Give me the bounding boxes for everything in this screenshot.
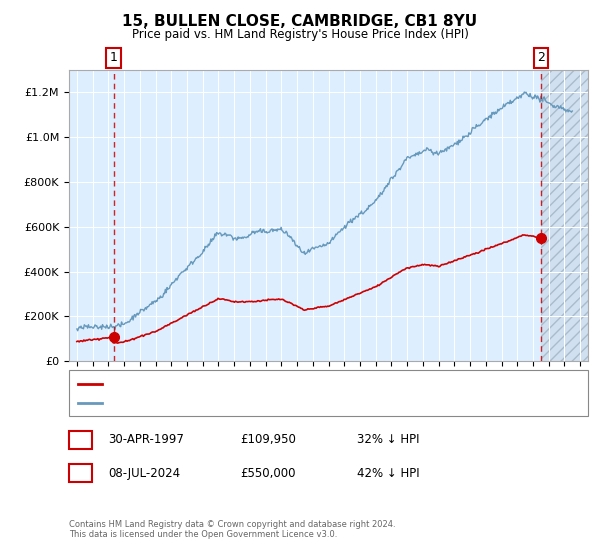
Text: 1: 1 [76,433,85,446]
Text: Contains HM Land Registry data © Crown copyright and database right 2024.
This d: Contains HM Land Registry data © Crown c… [69,520,395,539]
Bar [541,70,588,361]
Text: 42% ↓ HPI: 42% ↓ HPI [357,466,419,480]
Text: 2: 2 [76,466,85,480]
Text: 15, BULLEN CLOSE, CAMBRIDGE, CB1 8YU (detached house): 15, BULLEN CLOSE, CAMBRIDGE, CB1 8YU (de… [105,379,419,389]
Bar [541,70,588,361]
Text: 08-JUL-2024: 08-JUL-2024 [108,466,180,480]
Text: 30-APR-1997: 30-APR-1997 [108,433,184,446]
Text: £550,000: £550,000 [240,466,296,480]
Text: 1: 1 [110,52,118,64]
Text: £109,950: £109,950 [240,433,296,446]
Text: 15, BULLEN CLOSE, CAMBRIDGE, CB1 8YU: 15, BULLEN CLOSE, CAMBRIDGE, CB1 8YU [122,14,478,29]
Text: Price paid vs. HM Land Registry's House Price Index (HPI): Price paid vs. HM Land Registry's House … [131,28,469,41]
Text: HPI: Average price, detached house, Cambridge: HPI: Average price, detached house, Camb… [105,398,355,408]
Text: 2: 2 [537,52,545,64]
Text: 32% ↓ HPI: 32% ↓ HPI [357,433,419,446]
